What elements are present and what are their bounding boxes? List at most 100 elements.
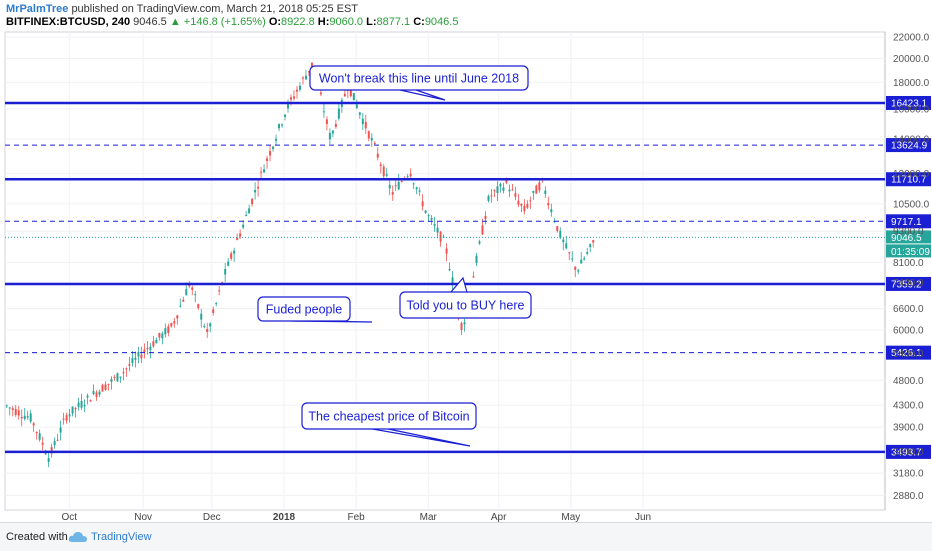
level-label: 13624.9 [891,141,928,152]
annotation-text: Told you to BUY here [407,299,525,313]
x-tick-label: Dec [203,512,221,522]
candle-body [260,171,263,173]
candle-body [433,224,436,226]
candle-body [562,239,565,243]
candle-body [56,439,59,441]
candle-body [400,181,403,183]
y-tick-label: 3500.0 [893,447,924,458]
y-tick-label: 6000.0 [893,325,924,336]
candle-body [502,187,505,191]
candle-body [511,189,514,191]
price-chart[interactable]: 9046.5 01:35:09 16423.1 13624.9 11710.7 9717.… [0,0,932,522]
candle-body [269,150,272,156]
candle-body [571,258,574,260]
candle-body [50,447,53,454]
candle-body [574,266,577,270]
candle-body [580,259,583,264]
annotation-box[interactable] [309,65,529,91]
x-tick-label: May [561,512,580,522]
candle-body [89,400,92,402]
candle-body [325,119,328,124]
candle-body [481,225,484,235]
close-value: 9046.5 [424,16,459,28]
y-tick-label: 7400.0 [893,278,924,289]
annotation-box[interactable] [399,291,532,319]
x-tick-label: 2018 [273,512,296,522]
candle-body [107,383,110,385]
plot-area [4,31,886,511]
candle-body [149,346,152,351]
candle-body [248,208,251,214]
candle-body [95,392,98,397]
candle-body [80,400,83,408]
candle-body [589,244,592,248]
candle-body [544,190,547,194]
tradingview-brand[interactable]: TradingView [91,531,152,543]
candle-body [424,210,427,213]
candle-body [583,258,586,260]
candle-body [364,121,367,129]
annotation-text: The cheapest price of Bitcoin [308,410,469,424]
open-value: 8922.8 [281,16,315,28]
candle-body [463,322,466,325]
candle-body [382,166,385,177]
candle-body [140,354,143,359]
footer: Created with TradingView [0,522,932,551]
level-label: 5426.1 [891,348,922,359]
y-tick-label: 8100.0 [893,258,924,269]
candle-body [547,202,550,206]
open-label: O: [268,16,282,28]
candle-body [535,185,538,194]
x-tick-label: Oct [61,512,77,522]
candle-body [41,442,44,445]
candle-body [125,368,128,370]
annotation-box[interactable] [257,296,351,322]
candle-body [415,187,418,190]
candle-body [197,304,200,309]
candle-body [92,391,95,395]
candle-body [409,173,412,177]
annotation-pointer [399,89,446,101]
x-tick-label: Feb [348,512,366,522]
candle-body [496,186,499,193]
low-label: L: [366,16,377,28]
candle-body [487,195,490,201]
candle-body [418,190,421,192]
author-name[interactable]: MrPalmTree [6,3,69,15]
candle-body [14,408,17,415]
candle-body [448,269,451,271]
candle-body [179,305,182,307]
candle-body [113,377,116,379]
candle-body [71,406,74,414]
y-tick-label: 22000.0 [893,33,930,44]
candle-body [301,77,304,79]
candle-body [167,326,170,333]
candle-body [460,323,463,330]
y-tick-label: 20000.0 [893,54,930,65]
candle-body [230,253,233,259]
annotations: Won't break this line until June 2018 Fud… [257,65,532,447]
candle-body [421,201,424,207]
candle-body [20,416,23,419]
candle-body [227,261,230,266]
candle-body [173,321,176,324]
candle-body [83,405,86,407]
y-tick-label: 14000.0 [893,134,930,145]
candle-body [328,132,331,140]
candle-body [397,181,400,190]
candle-body [310,62,313,67]
candle-body [98,391,101,395]
candle-body [334,123,337,127]
candle-body [182,299,185,302]
candle-body [523,205,526,212]
candle-body [203,326,206,328]
candle-body [514,193,517,197]
grid [5,32,885,510]
annotation-box[interactable] [301,402,477,430]
candle-body [322,111,325,113]
candle-body [550,209,553,213]
symbol-name: BITFINEX:BTCUSD, 240 [6,16,131,28]
candle-body [74,407,77,410]
x-tick-label: Jun [635,512,651,522]
y-tick-label: 3180.0 [893,469,924,480]
